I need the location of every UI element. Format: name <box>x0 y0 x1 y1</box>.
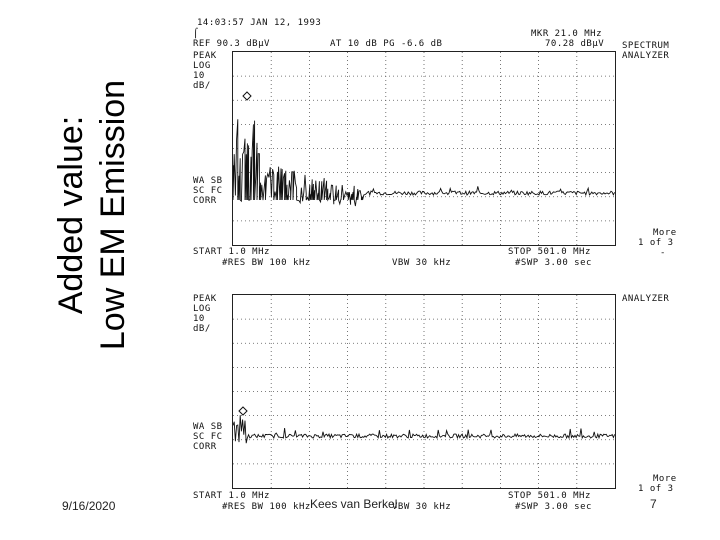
top-spectrum-graticule <box>232 51 616 246</box>
more-bottom-label: More <box>653 474 677 484</box>
bottom-spectrum-graticule <box>232 294 616 489</box>
more-top-dash: - <box>660 248 666 258</box>
spectrum-trace <box>233 119 615 207</box>
top-vbw: VBW 30 kHz <box>392 258 452 268</box>
top-side-wasb: WA SB <box>193 176 223 186</box>
top-side-scfc: SC FC <box>193 186 223 196</box>
bottom-scale-log: LOG <box>193 304 211 314</box>
slide-author: Kees van Berkel <box>310 497 398 511</box>
slide-title-line2: Low EM Emission <box>94 79 132 351</box>
top-scale-unit: dB/ <box>193 81 211 91</box>
timestamp: 14:03:57 JAN 12, 1993 <box>197 18 322 28</box>
bottom-scale-value: 10 <box>193 314 205 324</box>
spectrum-trace <box>233 415 615 444</box>
bottom-spectrum-plot <box>233 295 615 488</box>
top-start-frequency: START 1.0 MHz <box>193 247 270 257</box>
top-scale-value: 10 <box>193 71 205 81</box>
mode-icon: ⌠ <box>193 29 199 39</box>
marker-frequency: MKR 21.0 MHz <box>531 29 603 39</box>
top-side-corr: CORR <box>193 196 217 206</box>
analyzer-label-bottom: ANALYZER <box>622 294 670 304</box>
attenuation: AT 10 dB PG -6.6 dB <box>330 39 443 49</box>
bottom-side-scfc: SC FC <box>193 432 223 442</box>
bottom-side-wasb: WA SB <box>193 422 223 432</box>
top-scale-log: LOG <box>193 61 211 71</box>
analyzer-label-top: ANALYZER <box>622 51 670 61</box>
more-bottom-page: 1 of 3 <box>638 484 674 494</box>
ref-level: REF 90.3 dBμV <box>193 39 270 49</box>
bottom-vbw: VBW 30 kHz <box>392 502 452 512</box>
bottom-sweep-time: #SWP 3.00 sec <box>515 502 592 512</box>
top-stop-frequency: STOP 501.0 MHz <box>508 247 591 257</box>
top-scale-peak: PEAK <box>193 51 217 61</box>
slide-title: Added value: Low EM Emission <box>42 10 142 420</box>
slide-page-number: 7 <box>650 497 657 511</box>
bottom-side-corr: CORR <box>193 442 217 452</box>
slide-date: 9/16/2020 <box>62 499 116 513</box>
bottom-scale-unit: dB/ <box>193 324 211 334</box>
top-spectrum-plot <box>233 52 615 245</box>
top-sweep-time: #SWP 3.00 sec <box>515 258 592 268</box>
more-top-page: 1 of 3 <box>638 238 674 248</box>
peak-marker-icon <box>238 406 248 416</box>
peak-marker-icon <box>242 91 252 101</box>
more-top-label: More <box>653 228 677 238</box>
marker-level: 70.28 dBμV <box>545 39 605 49</box>
top-res-bw: #RES BW 100 kHz <box>222 258 311 268</box>
spectrum-label: SPECTRUM <box>622 41 670 51</box>
bottom-res-bw: #RES BW 100 kHz <box>222 502 311 512</box>
bottom-scale-peak: PEAK <box>193 294 217 304</box>
bottom-stop-frequency: STOP 501.0 MHz <box>508 491 591 501</box>
slide-title-line1: Added value: <box>52 115 90 315</box>
bottom-start-frequency: START 1.0 MHz <box>193 491 270 501</box>
